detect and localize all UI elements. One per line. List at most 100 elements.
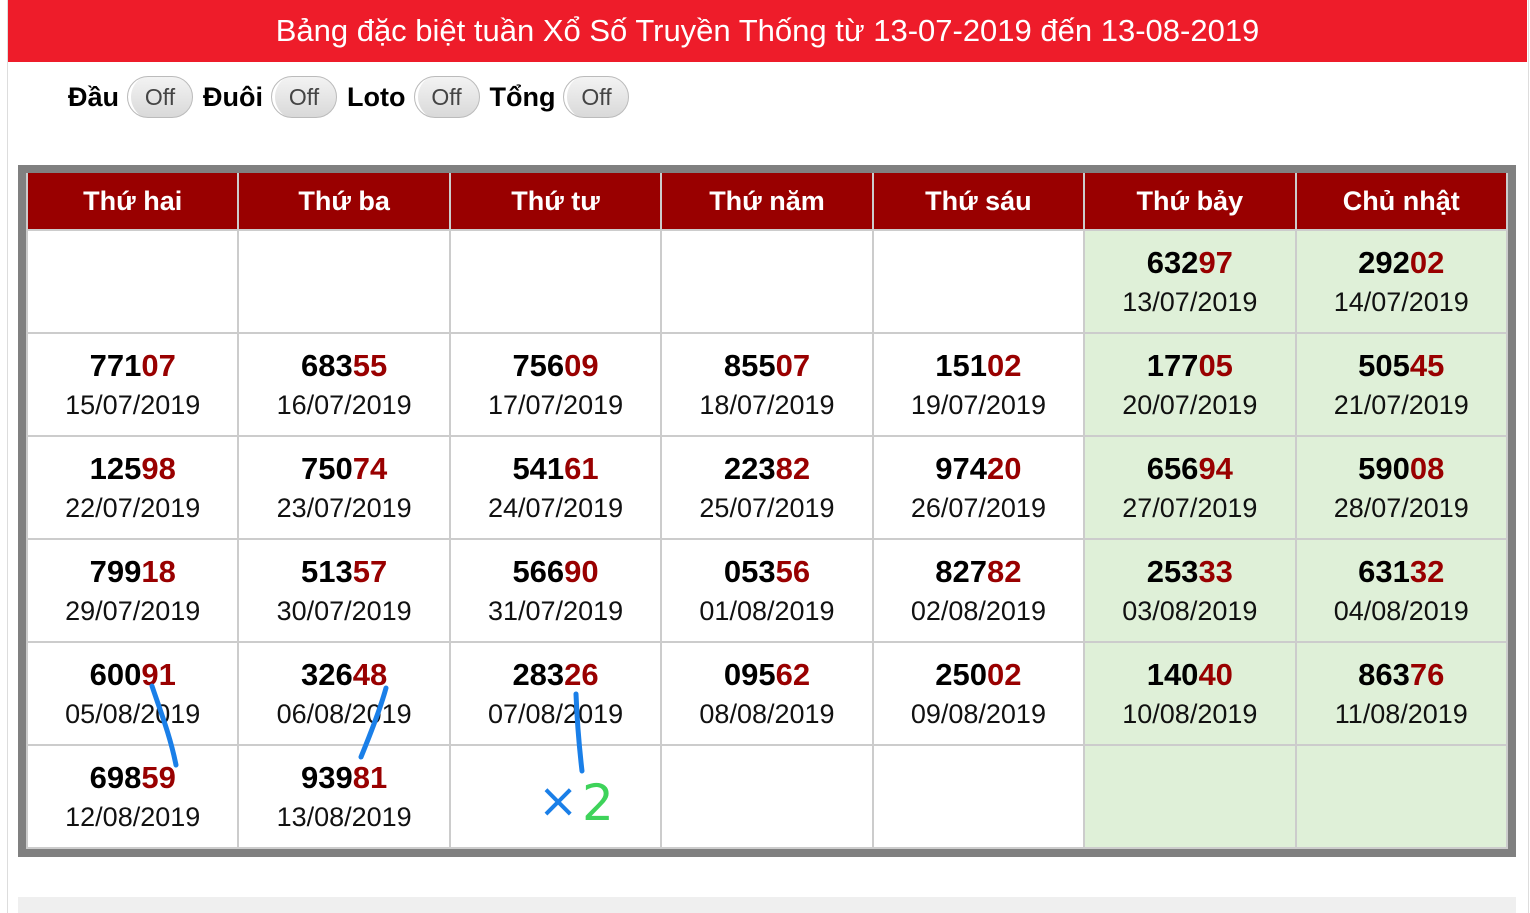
special-prize-number: 09562 [662, 655, 871, 695]
page-title: Bảng đặc biệt tuần Xổ Số Truyền Thống từ… [8, 0, 1527, 62]
toggle-tong[interactable]: Off [563, 76, 630, 118]
number-tail: 82 [775, 450, 811, 486]
special-prize-number: 50545 [1297, 346, 1506, 386]
special-prize-number: 85507 [662, 346, 871, 386]
number-head: 140 [1146, 656, 1199, 692]
table-row: 12598 22/07/2019 75074 23/07/2019 54161 24/07… [25, 435, 1509, 540]
number-tail: 18 [141, 553, 176, 589]
draw-date: 07/08/2019 [487, 698, 624, 729]
table-row: 63297 13/07/2019 29202 14/07/2019 [25, 229, 1509, 334]
special-prize-number: 82782 [874, 552, 1083, 592]
day-cell: 25002 09/08/2019 [871, 641, 1086, 746]
toggle-dau[interactable]: Off [127, 76, 194, 118]
special-prize-number: 79918 [28, 552, 237, 592]
number-tail: 98 [141, 450, 176, 486]
draw-date: 26/07/2019 [910, 492, 1046, 523]
number-tail: 33 [1198, 553, 1233, 589]
special-prize-number: 63132 [1297, 552, 1506, 592]
day-cell: 50545 21/07/2019 [1294, 332, 1509, 437]
draw-date: 15/07/2019 [65, 389, 201, 420]
day-cell [25, 229, 240, 334]
special-prize-number: 77107 [28, 346, 237, 386]
number-head: 095 [723, 656, 776, 692]
day-cell: 12598 22/07/2019 [25, 435, 240, 540]
number-head: 750 [301, 450, 353, 486]
special-prize-number: 86376 [1297, 655, 1506, 695]
toggle-label-tong: Tổng [489, 81, 556, 112]
column-header: Thứ năm [660, 173, 874, 231]
number-tail: 02 [987, 656, 1022, 692]
day-cell: 63297 13/07/2019 [1083, 229, 1297, 334]
toggle-label-dau: Đầu [68, 81, 120, 112]
draw-date: 23/07/2019 [276, 492, 412, 523]
draw-date: 11/08/2019 [1334, 698, 1468, 729]
day-cell [237, 229, 451, 334]
day-cell: 05356 01/08/2019 [660, 538, 874, 643]
number-head: 939 [301, 759, 353, 795]
special-prize-number: 60091 [28, 655, 237, 695]
number-head: 223 [723, 450, 776, 486]
day-cell: 86376 11/08/2019 [1294, 641, 1509, 746]
day-cell: 09562 08/08/2019 [660, 641, 874, 746]
toggle-loto[interactable]: Off [413, 76, 480, 118]
number-head: 292 [1358, 244, 1410, 280]
draw-date: 14/07/2019 [1333, 286, 1469, 317]
day-cell: 22382 25/07/2019 [660, 435, 874, 540]
number-head: 253 [1146, 553, 1199, 589]
number-tail: 09 [564, 347, 599, 383]
number-tail: 94 [1198, 450, 1233, 486]
day-cell: 25333 03/08/2019 [1083, 538, 1297, 643]
number-tail: 57 [352, 553, 388, 589]
draw-date: 03/08/2019 [1122, 595, 1258, 626]
page-frame [7, 0, 1529, 913]
draw-date: 12/08/2019 [65, 801, 201, 832]
table-row: 60091 05/08/2019 32648 06/08/2019 28326 07/08… [25, 641, 1509, 746]
special-prize-number: 25333 [1085, 552, 1294, 592]
number-head: 799 [89, 553, 142, 589]
number-head: 053 [723, 553, 776, 589]
draw-date: 29/07/2019 [65, 595, 201, 626]
draw-date: 18/07/2019 [699, 389, 835, 420]
draw-date: 04/08/2019 [1333, 595, 1469, 626]
number-tail: 20 [987, 450, 1022, 486]
day-cell: 56690 31/07/2019 [448, 538, 663, 643]
number-tail: 02 [1409, 244, 1445, 280]
special-prize-number: 17705 [1085, 346, 1294, 386]
number-head: 513 [301, 553, 353, 589]
column-header: Thứ sáu [871, 173, 1086, 231]
column-header: Thứ ba [237, 173, 451, 231]
draw-date: 31/07/2019 [487, 595, 624, 626]
day-cell: 60091 05/08/2019 [25, 641, 240, 746]
day-cell: 14040 10/08/2019 [1083, 641, 1297, 746]
number-head: 631 [1358, 553, 1410, 589]
annotation-multiplier: 2 [582, 774, 614, 832]
day-cell: 15102 19/07/2019 [871, 332, 1086, 437]
toggle-duoi[interactable]: Off [271, 76, 338, 118]
special-prize-number: 56690 [451, 552, 660, 592]
day-cell [660, 744, 874, 849]
day-cell: 75609 17/07/2019 [448, 332, 663, 437]
draw-date: 30/07/2019 [276, 595, 412, 626]
special-prize-number: 51357 [239, 552, 448, 592]
day-cell [871, 744, 1086, 849]
results-table: Thứ hai Thứ ba Thứ tư Thứ năm Thứ sáu Thứ bảy… [18, 165, 1516, 857]
table-row: 79918 29/07/2019 51357 30/07/2019 56690 31/07… [25, 538, 1509, 643]
number-head: 656 [1146, 450, 1199, 486]
special-prize-number: 15102 [874, 346, 1083, 386]
annotation-x: × [538, 773, 579, 829]
day-cell: 85507 18/07/2019 [660, 332, 874, 437]
special-prize-number: 63297 [1085, 243, 1294, 283]
day-cell: 79918 29/07/2019 [25, 538, 240, 643]
day-cell: 82782 02/08/2019 [871, 538, 1086, 643]
draw-date: 16/07/2019 [276, 389, 412, 420]
day-cell: 69859 12/08/2019 [25, 744, 240, 849]
draw-date: 06/08/2019 [276, 698, 412, 729]
draw-date: 28/07/2019 [1333, 492, 1469, 523]
day-cell: 51357 30/07/2019 [237, 538, 451, 643]
number-tail: 59 [141, 759, 176, 795]
draw-date: 17/07/2019 [487, 389, 624, 420]
special-prize-number: 14040 [1085, 655, 1294, 695]
day-cell: 32648 06/08/2019 [237, 641, 451, 746]
number-tail: 56 [775, 553, 811, 589]
day-cell: 68355 16/07/2019 [237, 332, 451, 437]
